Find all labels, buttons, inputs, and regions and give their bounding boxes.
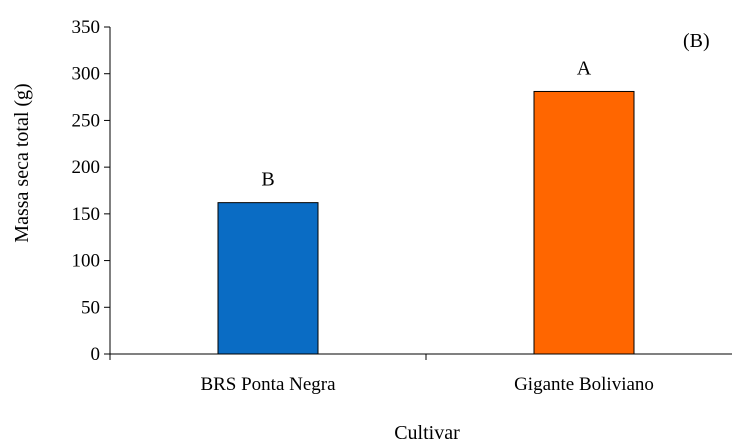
y-tick-label: 300 (72, 64, 101, 85)
y-tick-label: 200 (72, 157, 101, 178)
x-category-label: Gigante Boliviano (514, 374, 654, 395)
bar (217, 202, 319, 355)
y-tick-label: 250 (72, 110, 101, 131)
bars (217, 90, 635, 355)
y-tick-label: 0 (91, 344, 101, 365)
y-tick-label: 50 (81, 297, 100, 318)
data-labels: BA (261, 57, 591, 190)
y-tick-label: 100 (72, 251, 101, 272)
bar-data-label: A (577, 57, 592, 79)
x-axis: BRS Ponta Negra Gigante Boliviano (109, 353, 732, 395)
x-category-label: BRS Ponta Negra (200, 374, 336, 395)
bar (533, 90, 635, 355)
y-axis-title: Massa seca total (g) (11, 83, 33, 242)
panel-label: (B) (683, 30, 710, 52)
y-tick-label: 350 (72, 17, 101, 38)
x-axis-title: Cultivar (394, 422, 460, 444)
y-axis: 0 50 100 150 200 250 300 350 (72, 17, 111, 365)
bar-data-label: B (261, 169, 274, 191)
y-tick-label: 150 (72, 204, 101, 225)
